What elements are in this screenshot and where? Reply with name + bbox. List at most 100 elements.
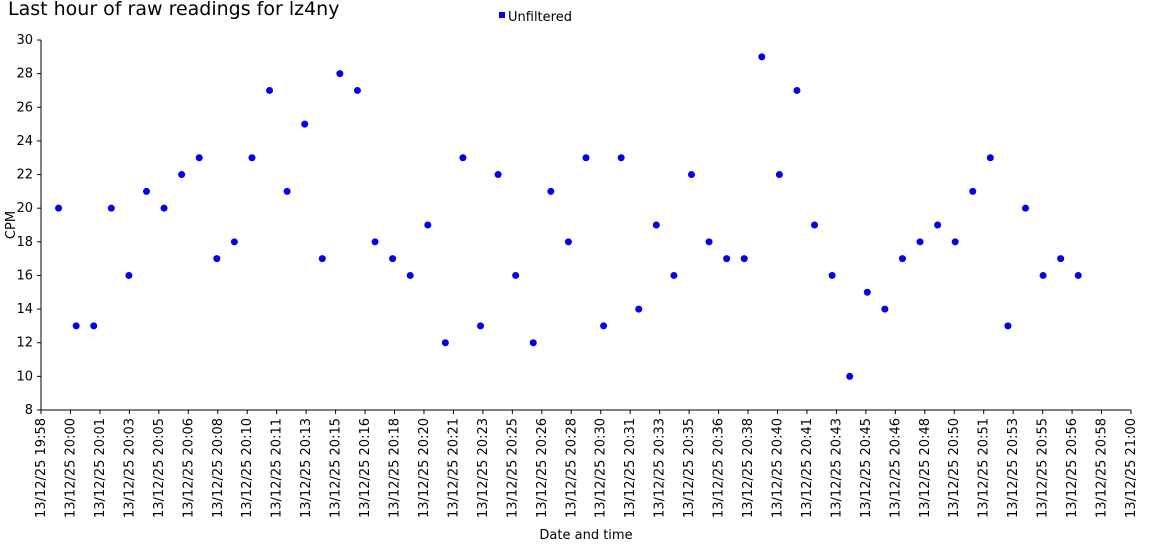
data-point bbox=[406, 271, 414, 279]
legend: Unfiltered bbox=[499, 10, 572, 25]
y-axis-label: CPM bbox=[4, 211, 19, 239]
x-tick-label: 13/12/25 20:05 bbox=[152, 418, 167, 518]
x-tick-label: 13/12/25 20:10 bbox=[240, 418, 255, 518]
data-point bbox=[441, 339, 449, 347]
data-point bbox=[283, 187, 291, 195]
x-tick-label: 13/12/25 20:51 bbox=[977, 418, 992, 518]
data-point bbox=[424, 221, 432, 229]
x-tick-label: 13/12/25 20:45 bbox=[859, 418, 874, 518]
data-point bbox=[353, 86, 361, 94]
data-point bbox=[371, 238, 379, 246]
y-tick-label: 28 bbox=[16, 67, 33, 82]
data-point bbox=[740, 255, 748, 263]
y-tick-label: 30 bbox=[16, 33, 33, 48]
x-tick-label: 13/12/25 20:28 bbox=[564, 418, 579, 518]
data-point bbox=[389, 255, 397, 263]
data-point bbox=[213, 255, 221, 263]
x-tick-label: 13/12/25 20:06 bbox=[181, 418, 196, 518]
data-point bbox=[881, 305, 889, 313]
y-tick-label: 8 bbox=[25, 403, 33, 418]
x-tick-label: 13/12/25 20:56 bbox=[1065, 418, 1080, 518]
data-point bbox=[793, 86, 801, 94]
data-point bbox=[1022, 204, 1030, 212]
chart-title: Last hour of raw readings for lz4ny bbox=[8, 0, 340, 20]
data-point bbox=[617, 154, 625, 162]
data-point bbox=[477, 322, 485, 330]
x-axis-label: Date and time bbox=[539, 528, 632, 543]
data-point bbox=[898, 255, 906, 263]
x-tick-label: 13/12/25 20:08 bbox=[211, 418, 226, 518]
x-tick-label: 13/12/25 20:21 bbox=[446, 418, 461, 518]
data-point bbox=[55, 204, 63, 212]
data-point bbox=[635, 305, 643, 313]
data-point bbox=[178, 171, 186, 179]
x-tick-label: 13/12/25 20:40 bbox=[770, 418, 785, 518]
data-point bbox=[775, 171, 783, 179]
x-tick-label: 13/12/25 20:43 bbox=[829, 418, 844, 518]
data-point bbox=[1074, 271, 1082, 279]
y-tick-label: 16 bbox=[16, 268, 33, 283]
x-tick-label: 13/12/25 20:18 bbox=[388, 418, 403, 518]
data-point bbox=[846, 372, 854, 380]
x-tick-label: 13/12/25 20:30 bbox=[594, 418, 609, 518]
data-point bbox=[723, 255, 731, 263]
x-tick-label: 13/12/25 20:33 bbox=[653, 418, 668, 518]
data-point bbox=[705, 238, 713, 246]
data-point bbox=[107, 204, 115, 212]
data-point bbox=[863, 288, 871, 296]
x-tick-label: 13/12/25 20:36 bbox=[712, 418, 727, 518]
data-point bbox=[195, 154, 203, 162]
x-tick-label: 13/12/25 21:00 bbox=[1124, 418, 1139, 518]
y-tick-label: 20 bbox=[16, 201, 33, 216]
data-point bbox=[266, 86, 274, 94]
data-point bbox=[916, 238, 924, 246]
data-point bbox=[986, 154, 994, 162]
x-tick-label: 13/12/25 20:55 bbox=[1036, 418, 1051, 518]
y-tick-label: 14 bbox=[16, 302, 33, 317]
y-tick-label: 10 bbox=[16, 369, 33, 384]
data-point bbox=[336, 70, 344, 78]
data-point bbox=[582, 154, 590, 162]
x-tick-label: 13/12/25 20:25 bbox=[505, 418, 520, 518]
data-point bbox=[951, 238, 959, 246]
data-point bbox=[529, 339, 537, 347]
data-point bbox=[125, 271, 133, 279]
x-tick-label: 13/12/25 20:31 bbox=[623, 418, 638, 518]
x-tick-label: 13/12/25 20:13 bbox=[299, 418, 314, 518]
x-tick-label: 13/12/25 19:58 bbox=[34, 418, 49, 518]
data-point bbox=[459, 154, 467, 162]
data-point bbox=[1057, 255, 1065, 263]
y-tick-label: 24 bbox=[16, 134, 33, 149]
data-point bbox=[230, 238, 238, 246]
data-point bbox=[142, 187, 150, 195]
y-tick-label: 26 bbox=[16, 100, 33, 115]
data-point bbox=[512, 271, 520, 279]
data-point bbox=[318, 255, 326, 263]
x-tick-label: 13/12/25 20:16 bbox=[358, 418, 373, 518]
x-tick-label: 13/12/25 20:00 bbox=[63, 418, 78, 518]
data-point bbox=[811, 221, 819, 229]
x-tick-label: 13/12/25 20:58 bbox=[1095, 418, 1110, 518]
data-point bbox=[934, 221, 942, 229]
data-point bbox=[301, 120, 309, 128]
data-point bbox=[969, 187, 977, 195]
data-point bbox=[652, 221, 660, 229]
data-point bbox=[160, 204, 168, 212]
x-tick-label: 13/12/25 20:41 bbox=[800, 418, 815, 518]
x-tick-label: 13/12/25 20:20 bbox=[417, 418, 432, 518]
y-tick-label: 12 bbox=[16, 336, 33, 351]
y-tick-label: 22 bbox=[16, 168, 33, 183]
x-tick-label: 13/12/25 20:53 bbox=[1006, 418, 1021, 518]
data-point bbox=[547, 187, 555, 195]
data-point bbox=[72, 322, 80, 330]
x-tick-label: 13/12/25 20:38 bbox=[741, 418, 756, 518]
x-tick-label: 13/12/25 20:26 bbox=[535, 418, 550, 518]
x-tick-label: 13/12/25 20:50 bbox=[947, 418, 962, 518]
y-tick-label: 18 bbox=[16, 235, 33, 250]
data-point bbox=[828, 271, 836, 279]
x-tick-label: 13/12/25 20:11 bbox=[270, 418, 285, 518]
x-tick-label: 13/12/25 20:23 bbox=[476, 418, 491, 518]
legend-marker-icon bbox=[499, 11, 505, 18]
x-tick-label: 13/12/25 20:01 bbox=[93, 418, 108, 518]
